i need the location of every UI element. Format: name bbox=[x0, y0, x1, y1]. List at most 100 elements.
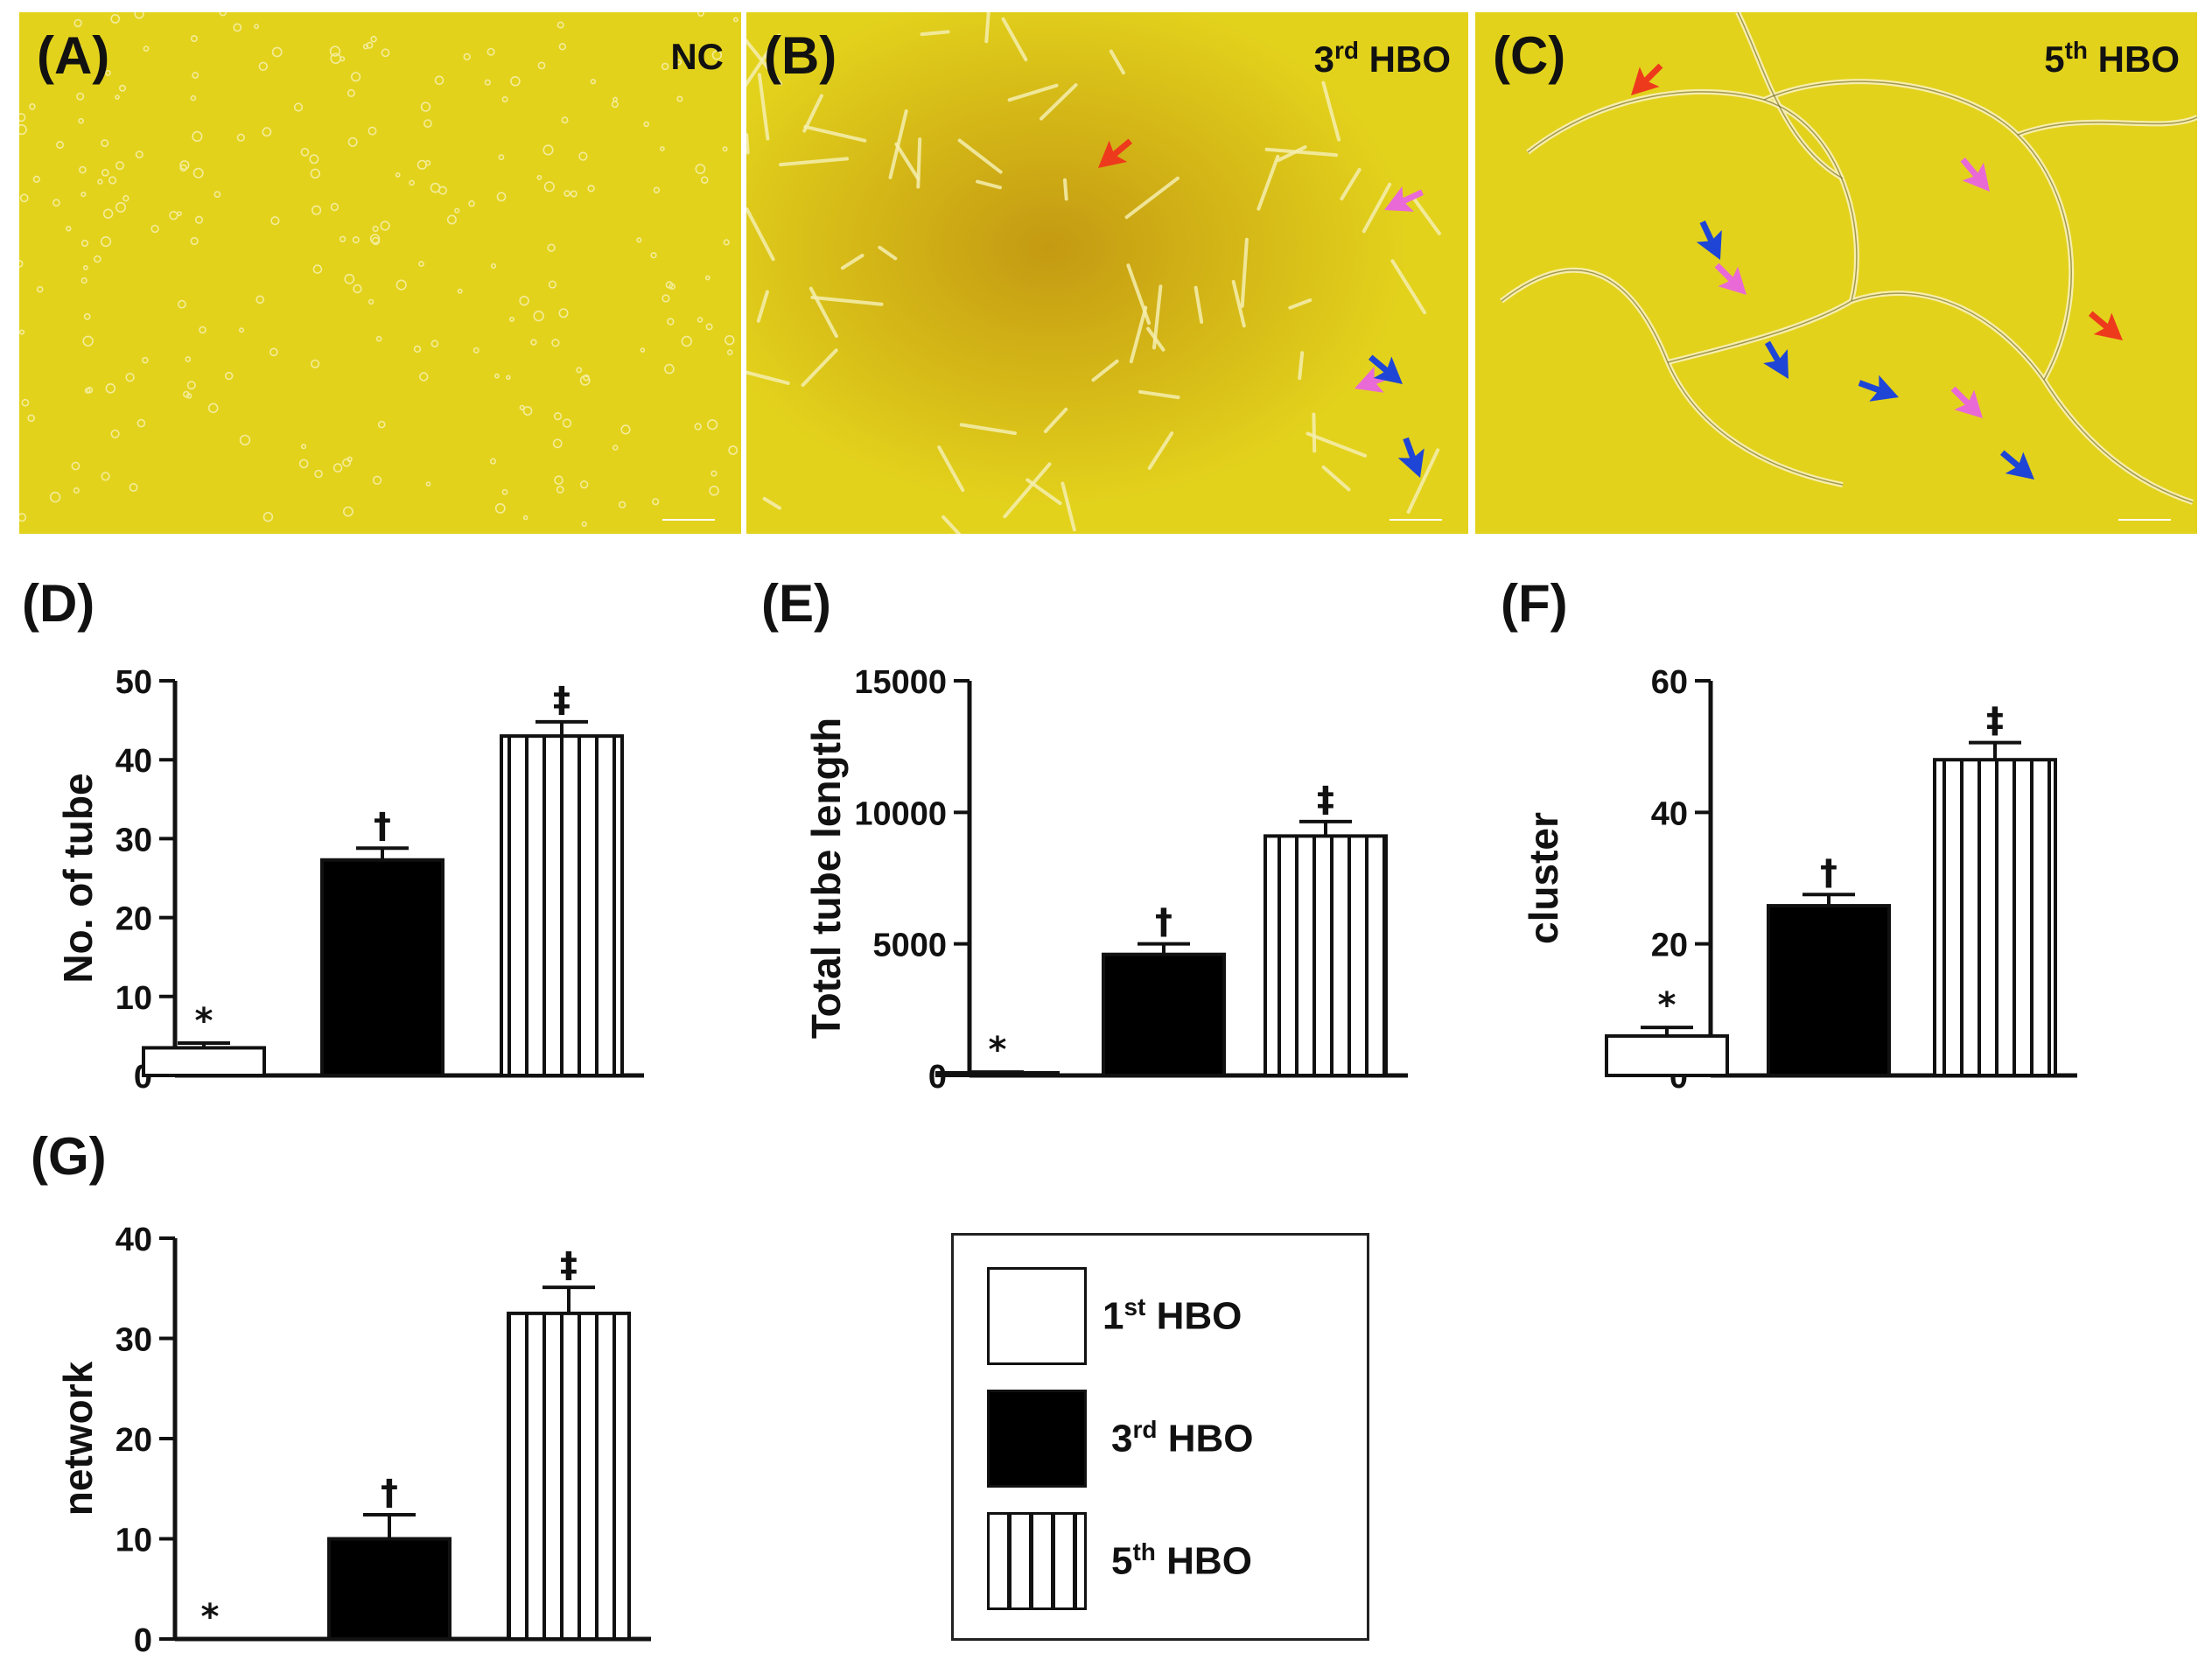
blue-arrow-icon bbox=[1696, 221, 1722, 260]
cell bbox=[522, 406, 533, 416]
panel-tag-b-suffix: HBO bbox=[1359, 39, 1451, 80]
network-edge bbox=[2017, 116, 2197, 136]
y-tick-label: 40 bbox=[116, 1222, 152, 1258]
cell bbox=[463, 53, 471, 61]
cell bbox=[709, 485, 719, 496]
tube-segment bbox=[810, 295, 884, 306]
tube-segment bbox=[1240, 237, 1249, 308]
legend-1st-suffix: HBO bbox=[1145, 1294, 1242, 1338]
cell bbox=[652, 498, 660, 506]
panel-tag-a-text: NC bbox=[670, 36, 724, 77]
tube-segment bbox=[1043, 407, 1068, 433]
cell bbox=[351, 72, 361, 82]
tube-segment bbox=[1406, 448, 1440, 514]
legend-swatch-white bbox=[987, 1267, 1087, 1365]
tube-segment bbox=[1312, 412, 1317, 453]
cell bbox=[558, 308, 569, 319]
cell bbox=[80, 277, 88, 284]
significance-marker: ‡ bbox=[560, 1245, 578, 1285]
cell bbox=[86, 386, 94, 394]
cell bbox=[696, 317, 704, 323]
cell bbox=[706, 419, 718, 431]
cell bbox=[27, 414, 35, 423]
cell bbox=[368, 298, 374, 305]
cell bbox=[704, 275, 710, 281]
cell bbox=[80, 239, 89, 248]
cell bbox=[129, 482, 138, 492]
cell bbox=[409, 179, 415, 186]
cell bbox=[489, 458, 497, 465]
panel-label-d: (D) bbox=[22, 574, 95, 633]
blue-arrow-icon bbox=[1999, 450, 2034, 480]
significance-marker: ‡ bbox=[553, 680, 570, 720]
panel-tag-a: NC bbox=[670, 39, 724, 75]
micrograph-c-image bbox=[1500, 12, 2197, 521]
network-edge bbox=[1763, 81, 2072, 381]
tube-segment bbox=[762, 496, 781, 510]
legend-swatch-striped bbox=[987, 1512, 1087, 1610]
cell bbox=[381, 48, 390, 58]
cell bbox=[653, 186, 661, 193]
cell bbox=[19, 260, 24, 268]
y-axis-label: cluster bbox=[1521, 812, 1566, 944]
cell bbox=[694, 423, 702, 431]
pink-arrow-icon bbox=[1950, 386, 1983, 418]
tube-segment bbox=[746, 133, 750, 155]
cell bbox=[79, 165, 87, 174]
cell bbox=[372, 475, 382, 485]
cell bbox=[239, 434, 251, 446]
tube-segment bbox=[1340, 167, 1362, 201]
tube-segment bbox=[937, 445, 965, 493]
cell bbox=[258, 61, 268, 71]
cell bbox=[105, 70, 111, 76]
tube-segment bbox=[803, 124, 867, 143]
cell bbox=[298, 459, 309, 469]
cell bbox=[344, 273, 355, 284]
cell bbox=[664, 363, 675, 375]
cell bbox=[19, 113, 26, 123]
cell bbox=[19, 193, 29, 203]
cell bbox=[262, 511, 274, 522]
legend-swatch-black bbox=[987, 1390, 1087, 1488]
significance-marker: * bbox=[201, 1597, 220, 1637]
cell bbox=[329, 46, 341, 57]
panel-tag-b-sup: rd bbox=[1334, 37, 1359, 64]
legend-label-5th: 5th HBO bbox=[1111, 1538, 1252, 1584]
cell bbox=[420, 102, 431, 112]
y-tick-label: 5000 bbox=[872, 928, 947, 964]
cell bbox=[561, 116, 569, 124]
cell bbox=[233, 23, 242, 32]
cell bbox=[372, 225, 379, 233]
cell bbox=[537, 61, 546, 70]
panel-tag-b-num: 3 bbox=[1313, 39, 1334, 80]
cell bbox=[332, 463, 343, 473]
cell bbox=[353, 284, 362, 294]
cell bbox=[115, 95, 120, 100]
tube-segment bbox=[942, 515, 962, 534]
cell bbox=[270, 216, 280, 226]
tube-segment bbox=[1277, 145, 1307, 162]
pink-arrow-icon bbox=[1384, 186, 1424, 212]
cell bbox=[395, 172, 401, 178]
cell bbox=[510, 76, 521, 87]
cell bbox=[97, 179, 103, 185]
blue-arrow-icon bbox=[1368, 354, 1403, 384]
micrograph-b: (B) 3rd HBO bbox=[746, 12, 1468, 534]
cell bbox=[82, 335, 94, 347]
tube-segment bbox=[802, 94, 823, 133]
tube-segment bbox=[1007, 83, 1059, 102]
cell bbox=[370, 35, 377, 43]
cell bbox=[536, 174, 542, 180]
tube-segment bbox=[1040, 83, 1078, 121]
tube-segment bbox=[1001, 17, 1028, 62]
cell bbox=[312, 264, 323, 274]
cell bbox=[522, 515, 528, 521]
cell bbox=[362, 43, 369, 50]
cell bbox=[552, 438, 563, 449]
cell bbox=[116, 161, 125, 171]
cell bbox=[125, 373, 135, 382]
cell bbox=[530, 339, 537, 346]
cell bbox=[19, 513, 27, 522]
tube-segment bbox=[1412, 198, 1441, 235]
